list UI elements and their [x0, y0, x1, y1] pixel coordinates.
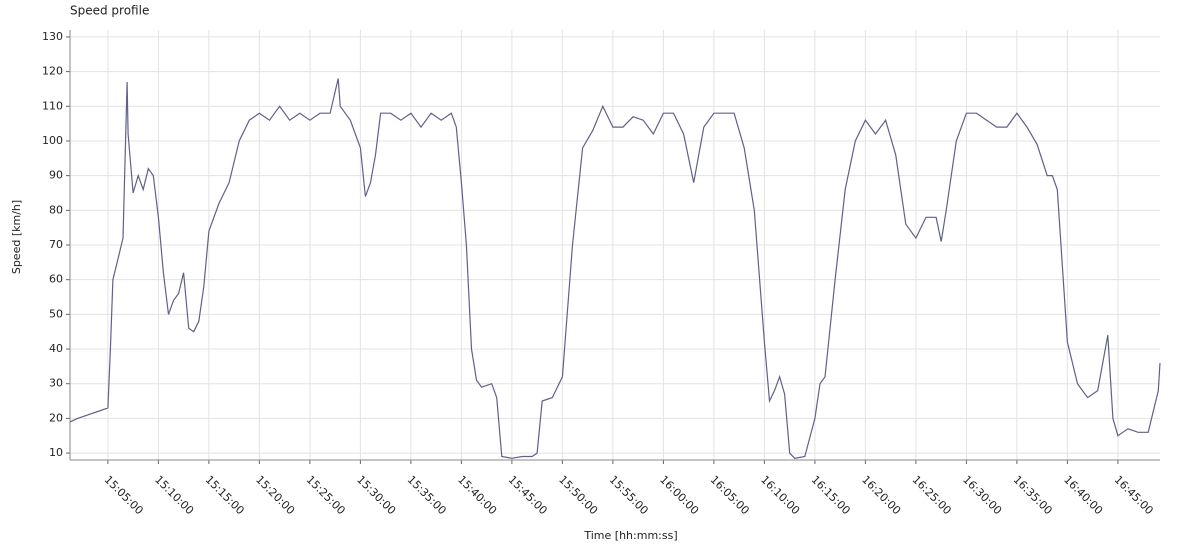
x-axis-label: Time [hh:mm:ss] — [583, 529, 677, 542]
x-tick-label: 16:00:00 — [657, 473, 701, 517]
y-tick-label: 120 — [42, 65, 63, 78]
y-axis-label: Speed [km/h] — [10, 200, 23, 274]
x-tick-label: 15:10:00 — [152, 473, 196, 517]
y-tick-label: 90 — [49, 169, 63, 182]
x-tick-label: 15:05:00 — [102, 473, 146, 517]
x-tick-label: 15:55:00 — [607, 473, 651, 517]
x-tick-label: 16:15:00 — [809, 473, 853, 517]
x-tick-label: 16:30:00 — [960, 473, 1004, 517]
y-tick-label: 110 — [42, 99, 63, 112]
x-tick-label: 15:50:00 — [556, 473, 600, 517]
x-tick-label: 16:25:00 — [910, 473, 954, 517]
x-tick-label: 15:15:00 — [203, 473, 247, 517]
x-tick-label: 16:10:00 — [758, 473, 802, 517]
y-tick-label: 20 — [49, 411, 63, 424]
x-tick-label: 16:45:00 — [1112, 473, 1156, 517]
y-tick-label: 80 — [49, 203, 63, 216]
y-tick-label: 100 — [42, 134, 63, 147]
x-tick-label: 16:05:00 — [708, 473, 752, 517]
x-tick-label: 16:35:00 — [1011, 473, 1055, 517]
chart-title: Speed profile — [70, 4, 149, 18]
y-tick-label: 40 — [49, 342, 63, 355]
x-tick-label: 16:20:00 — [859, 473, 903, 517]
y-tick-label: 70 — [49, 238, 63, 251]
y-tick-label: 30 — [49, 377, 63, 390]
speed-line — [69, 78, 1161, 459]
x-tick-label: 15:45:00 — [506, 473, 550, 517]
y-tick-label: 10 — [49, 446, 63, 459]
y-tick-label: 130 — [42, 30, 63, 43]
y-tick-label: 60 — [49, 273, 63, 286]
y-tick-label: 50 — [49, 307, 63, 320]
x-tick-label: 15:20:00 — [253, 473, 297, 517]
x-tick-label: 15:35:00 — [405, 473, 449, 517]
x-tick-label: 15:30:00 — [354, 473, 398, 517]
x-tick-label: 15:40:00 — [455, 473, 499, 517]
x-tick-label: 15:25:00 — [304, 473, 348, 517]
x-tick-label: 16:40:00 — [1061, 473, 1105, 517]
